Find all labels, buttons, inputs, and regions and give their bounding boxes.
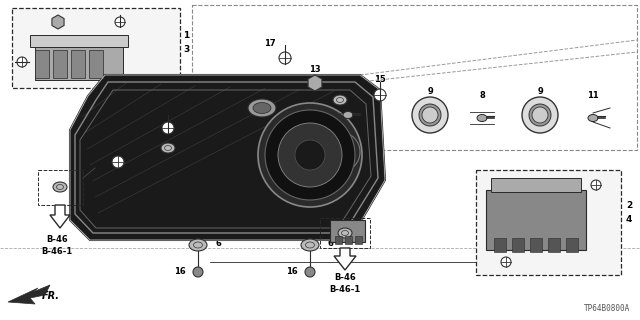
Circle shape bbox=[305, 267, 315, 277]
Text: 18: 18 bbox=[600, 180, 612, 189]
Text: 1: 1 bbox=[183, 30, 189, 39]
Circle shape bbox=[258, 103, 362, 207]
Text: 18: 18 bbox=[132, 15, 144, 25]
Ellipse shape bbox=[301, 239, 319, 251]
Bar bbox=[192, 5, 637, 150]
Circle shape bbox=[532, 107, 548, 123]
Circle shape bbox=[422, 107, 438, 123]
Text: 18: 18 bbox=[478, 258, 490, 267]
Polygon shape bbox=[308, 75, 322, 91]
Circle shape bbox=[278, 123, 342, 187]
Circle shape bbox=[374, 89, 386, 101]
Text: 9: 9 bbox=[427, 87, 433, 97]
Circle shape bbox=[522, 97, 558, 133]
Circle shape bbox=[320, 132, 360, 172]
Text: 13: 13 bbox=[309, 66, 321, 75]
Bar bbox=[355, 236, 362, 244]
Text: TP64B0800A: TP64B0800A bbox=[584, 304, 630, 313]
Text: 15: 15 bbox=[374, 75, 386, 84]
Circle shape bbox=[279, 52, 291, 64]
Text: 6: 6 bbox=[351, 95, 357, 105]
Text: 14: 14 bbox=[242, 91, 254, 100]
Circle shape bbox=[591, 180, 601, 190]
Bar bbox=[335, 236, 342, 244]
Bar bbox=[566, 238, 578, 252]
Text: 17: 17 bbox=[146, 108, 158, 117]
Ellipse shape bbox=[53, 182, 67, 192]
Text: 16: 16 bbox=[174, 268, 186, 276]
Circle shape bbox=[501, 257, 511, 267]
Text: 8: 8 bbox=[479, 92, 485, 100]
Text: 6: 6 bbox=[327, 239, 333, 249]
Text: 12: 12 bbox=[332, 98, 344, 107]
Text: 17: 17 bbox=[264, 38, 276, 47]
Bar bbox=[89, 50, 103, 78]
Circle shape bbox=[112, 156, 124, 168]
Bar bbox=[530, 238, 542, 252]
Polygon shape bbox=[70, 75, 385, 240]
Text: 4: 4 bbox=[626, 215, 632, 225]
Bar bbox=[548, 238, 560, 252]
Ellipse shape bbox=[343, 111, 353, 118]
Text: 2: 2 bbox=[626, 201, 632, 210]
Text: 6: 6 bbox=[179, 143, 185, 153]
Circle shape bbox=[17, 57, 27, 67]
Bar bbox=[486, 190, 586, 250]
Circle shape bbox=[529, 104, 551, 126]
Text: 18: 18 bbox=[32, 58, 44, 67]
Text: B-46-1: B-46-1 bbox=[42, 247, 72, 257]
Bar bbox=[476, 170, 621, 275]
Ellipse shape bbox=[338, 228, 352, 238]
Polygon shape bbox=[50, 205, 70, 228]
Circle shape bbox=[295, 140, 325, 170]
Bar bbox=[71, 50, 85, 78]
Ellipse shape bbox=[477, 115, 487, 122]
Circle shape bbox=[162, 122, 174, 134]
Ellipse shape bbox=[333, 95, 347, 105]
Text: 3: 3 bbox=[183, 45, 189, 54]
Bar bbox=[320, 218, 370, 248]
Circle shape bbox=[193, 267, 203, 277]
Bar bbox=[494, 238, 506, 252]
Bar bbox=[53, 50, 67, 78]
Ellipse shape bbox=[588, 115, 598, 122]
Bar bbox=[345, 236, 352, 244]
Ellipse shape bbox=[161, 143, 175, 153]
Polygon shape bbox=[334, 248, 356, 270]
Circle shape bbox=[115, 17, 125, 27]
Polygon shape bbox=[8, 285, 50, 304]
Text: 5: 5 bbox=[102, 153, 108, 162]
Ellipse shape bbox=[189, 239, 207, 251]
Bar bbox=[35, 50, 49, 78]
Bar bbox=[30, 35, 128, 47]
Text: 9: 9 bbox=[537, 87, 543, 97]
Circle shape bbox=[419, 104, 441, 126]
Text: 7: 7 bbox=[41, 15, 47, 25]
Text: 11: 11 bbox=[587, 92, 599, 100]
Circle shape bbox=[265, 110, 355, 200]
Bar bbox=[512, 238, 524, 252]
Ellipse shape bbox=[248, 99, 276, 117]
Bar bbox=[330, 220, 365, 242]
Bar bbox=[38, 170, 83, 205]
Circle shape bbox=[412, 97, 448, 133]
Polygon shape bbox=[52, 15, 64, 29]
Text: FR.: FR. bbox=[42, 291, 60, 301]
Text: B-46: B-46 bbox=[46, 236, 68, 244]
Text: 6: 6 bbox=[215, 239, 221, 249]
Bar bbox=[35, 40, 123, 80]
Text: 16: 16 bbox=[286, 268, 298, 276]
Bar bbox=[12, 8, 180, 88]
Ellipse shape bbox=[253, 102, 271, 114]
Text: B-46-1: B-46-1 bbox=[330, 285, 360, 294]
Text: 10: 10 bbox=[97, 164, 109, 173]
Text: B-46: B-46 bbox=[334, 274, 356, 283]
Bar bbox=[491, 178, 581, 192]
